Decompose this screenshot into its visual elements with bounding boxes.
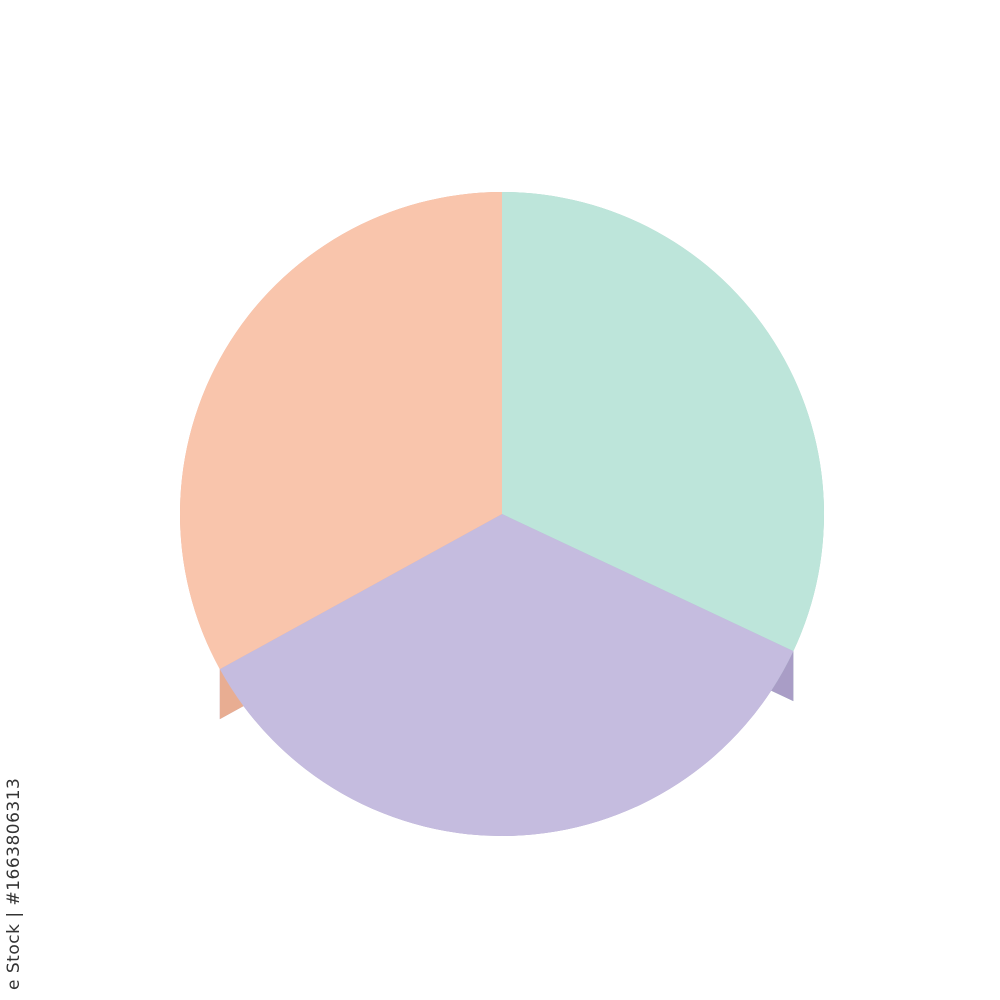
pie-slice-0 — [502, 192, 824, 652]
pie-slice-1 — [219, 514, 794, 837]
pie-slice-2 — [179, 191, 502, 670]
stock-id-watermark: e Stock | #1663806313 — [4, 777, 24, 990]
pie-top-layer — [179, 191, 824, 837]
